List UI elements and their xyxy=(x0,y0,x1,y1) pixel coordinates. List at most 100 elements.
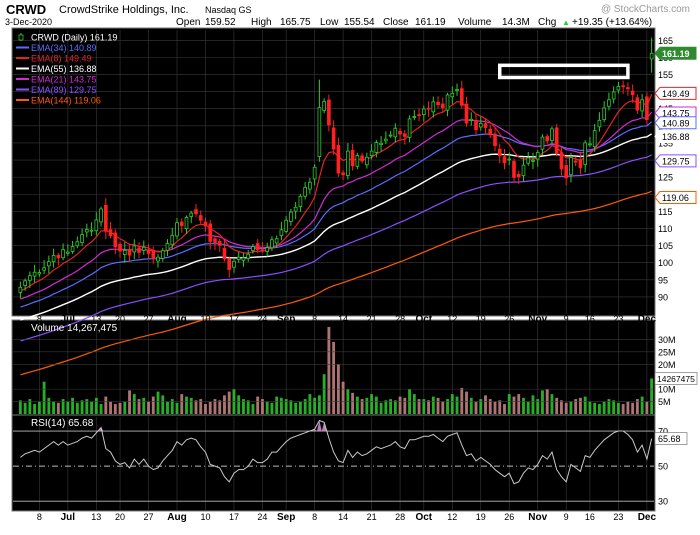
candle xyxy=(103,198,108,240)
volume-bar xyxy=(80,400,84,414)
price-tick-label: 115 xyxy=(658,207,672,217)
candle xyxy=(236,251,241,263)
candle-body xyxy=(402,133,407,137)
candle xyxy=(431,96,436,118)
candle-body xyxy=(103,204,108,232)
x-tick-label: 20 xyxy=(115,512,125,522)
legend-label: CRWD (Daily) 161.19 xyxy=(31,33,117,43)
legend-entry: EMA(34) 140.89 xyxy=(16,43,97,53)
volume-bar xyxy=(498,400,502,414)
volume-bar xyxy=(507,394,511,414)
candle xyxy=(516,170,521,184)
candle-body xyxy=(303,186,307,197)
close-value: 161.19 xyxy=(415,17,446,28)
volume-bar xyxy=(550,394,554,414)
candle xyxy=(350,143,355,171)
volume-bar xyxy=(142,397,146,414)
candle-body xyxy=(51,255,56,263)
x-tick-label: Oct xyxy=(415,314,432,325)
rsi-panel xyxy=(11,414,656,512)
candle-body xyxy=(588,143,592,146)
candle xyxy=(80,228,84,247)
candle-body xyxy=(360,155,364,162)
candle-body xyxy=(308,181,312,190)
candle xyxy=(630,84,635,103)
price-tick-label: 125 xyxy=(658,173,673,183)
volume-bar xyxy=(479,399,483,414)
candle-body xyxy=(265,247,270,252)
volume-bar xyxy=(522,397,525,414)
x-axis-labels: 8 8 Jul Jul 13 13 20 20 27 27 Aug Aug 10 10 17 17 24 24 Se… xyxy=(37,314,657,523)
volume-bar xyxy=(322,374,326,414)
candle xyxy=(66,244,70,257)
volume-bar xyxy=(137,399,141,414)
volume-bar xyxy=(308,394,312,414)
volume-bar xyxy=(398,396,402,414)
candle-body xyxy=(113,232,118,248)
ema-8-line xyxy=(20,94,653,292)
volume-bar xyxy=(208,401,212,414)
candle xyxy=(132,239,137,260)
volume-bar xyxy=(303,399,307,414)
volume-bar xyxy=(474,401,478,414)
volume-bar xyxy=(113,404,117,414)
volume-bar xyxy=(90,401,93,414)
candle-body xyxy=(483,123,488,128)
candle xyxy=(99,206,103,227)
candle xyxy=(402,129,407,145)
candle-body xyxy=(279,229,284,237)
candle-body xyxy=(132,245,137,253)
volume-bar xyxy=(631,402,635,414)
candle-body xyxy=(450,92,455,98)
candle xyxy=(32,264,37,283)
price-tick-label: 155 xyxy=(658,70,673,80)
x-tick-label: 19 xyxy=(476,314,486,324)
candle xyxy=(284,216,288,234)
volume-bar xyxy=(427,400,430,414)
candle-body xyxy=(127,248,132,256)
candle-body xyxy=(531,159,535,162)
volume-bar xyxy=(218,400,222,414)
volume-bar xyxy=(431,396,435,414)
x-tick-label: 23 xyxy=(613,314,623,324)
candle xyxy=(47,255,51,274)
candle xyxy=(535,149,540,167)
candle xyxy=(607,92,611,111)
ema-89-line xyxy=(20,154,652,342)
candle xyxy=(545,134,550,144)
candle xyxy=(341,169,345,181)
candle-body xyxy=(374,142,379,153)
candle-body xyxy=(331,127,336,150)
price-tick-label: 110 xyxy=(658,224,672,234)
volume-bar xyxy=(317,395,321,414)
price-value-tag: 136.88 xyxy=(654,129,697,143)
candle xyxy=(84,223,89,238)
candle xyxy=(635,94,640,114)
legend-label: EMA(55) 136.88 xyxy=(31,64,97,74)
candle xyxy=(626,82,630,96)
candle xyxy=(407,115,412,143)
volume-bar xyxy=(52,401,56,414)
candle xyxy=(469,112,474,126)
candle-body xyxy=(56,254,61,259)
volume-bar xyxy=(389,399,393,414)
volume-bar xyxy=(75,402,79,414)
x-tick-label: 8 xyxy=(37,512,42,522)
candle xyxy=(113,228,118,255)
candle-body xyxy=(222,247,227,260)
x-tick-label: 23 xyxy=(613,512,623,522)
candle xyxy=(512,158,516,183)
candle xyxy=(497,143,502,164)
candle xyxy=(303,182,307,200)
candle-body xyxy=(621,85,625,88)
candle-body xyxy=(189,212,194,217)
candle xyxy=(540,134,545,156)
legend-entry: EMA(55) 136.88 xyxy=(16,64,97,74)
candle xyxy=(146,244,151,259)
rsi-tick-label: 50 xyxy=(658,462,668,472)
volume-bar xyxy=(161,395,165,414)
candle xyxy=(369,144,374,160)
legend-label: EMA(144) 119.06 xyxy=(31,96,101,106)
volume-bar xyxy=(265,401,269,414)
